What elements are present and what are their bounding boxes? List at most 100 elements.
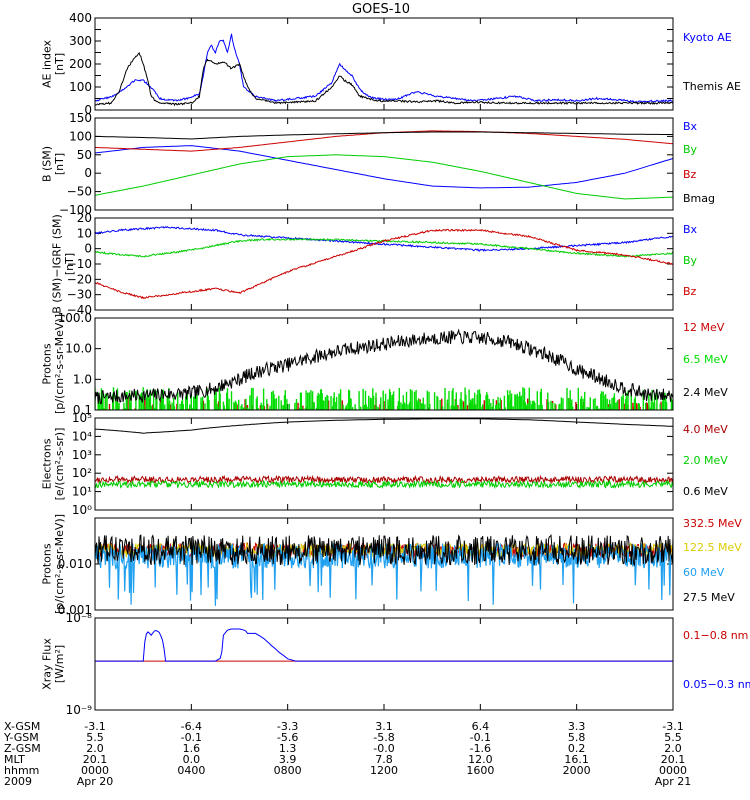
- orbit-value: 5.8: [568, 731, 586, 744]
- series-line-bx: [95, 145, 673, 189]
- orbit-value: 1.3: [279, 742, 297, 755]
- orbit-value: -0.1: [470, 731, 491, 744]
- panel-bsm: B (SM)[nT] −100 −50 0 50 100 150 Bx By Bz Bmag: [41, 111, 715, 217]
- y-tick-label: 0.1: [73, 403, 92, 417]
- orbit-value: 12.0: [468, 753, 493, 766]
- orbit-value: 2000: [563, 764, 591, 777]
- series-line-4-0-mev: [95, 474, 673, 485]
- orbit-value: 1200: [370, 764, 398, 777]
- legend-2-0-mev: 2.0 MeV: [683, 454, 728, 467]
- series-line-by: [95, 237, 673, 258]
- orbit-row-label: 2009: [4, 775, 32, 788]
- y-axis-label: AE index[nT]: [41, 39, 66, 88]
- orbit-value: 0400: [177, 764, 205, 777]
- y-tick-label: 100.0: [58, 311, 92, 325]
- orbit-value: 5.5: [664, 731, 682, 744]
- y-tick-label: 400: [69, 11, 92, 25]
- y-tick-label: 10³: [72, 448, 92, 462]
- series-line-themis-ae: [95, 51, 673, 107]
- y-tick-label: 10.0: [65, 342, 92, 356]
- y-tick-label: 10²: [72, 466, 92, 480]
- orbit-value: 1.6: [183, 742, 201, 755]
- legend-6-5-mev: 6.5 MeV: [683, 353, 728, 366]
- orbit-value: 5.5: [86, 731, 104, 744]
- orbit-value: 2.0: [86, 742, 104, 755]
- series-spikes-6-5-mev: [95, 387, 673, 410]
- legend-bx: Bx: [683, 223, 698, 236]
- orbit-value: -5.8: [373, 731, 394, 744]
- series-group: [95, 226, 673, 300]
- series-group: [95, 533, 673, 606]
- y-tick-label: 10⁵: [72, 411, 92, 425]
- orbit-value: 2.0: [664, 742, 682, 755]
- orbit-value: 3.9: [279, 753, 297, 766]
- y-tick-label: 200: [69, 57, 92, 71]
- chart-title: GOES-10: [352, 2, 410, 17]
- orbit-row-label: Y-GSM: [3, 731, 39, 744]
- y-tick-label: 0: [84, 103, 92, 117]
- legend-themis-ae: Themis AE: [682, 80, 741, 93]
- y-tick-label: −40: [67, 303, 92, 317]
- y-tick-label: 150: [69, 111, 92, 125]
- legend-bz: Bz: [683, 168, 697, 181]
- y-tick-label: 0.010: [58, 557, 92, 571]
- orbit-value: -1.6: [470, 742, 491, 755]
- series-line-by: [95, 154, 673, 200]
- orbit-value: 1600: [466, 764, 494, 777]
- orbit-value: 6.4: [472, 720, 490, 733]
- legend-0-1-0-8-nm: 0.1−0.8 nm: [683, 629, 748, 642]
- orbit-value: Apr 21: [655, 775, 692, 788]
- y-tick-label: 10¹: [72, 485, 92, 499]
- y-tick-label: 10⁻⁸: [66, 611, 93, 625]
- series-line-0-6-mev: [95, 418, 673, 434]
- orbit-value: 3.3: [568, 720, 586, 733]
- orbit-value: 20.1: [661, 753, 686, 766]
- y-axis-label: B (SM)−IGRF (SM)[nT]: [51, 214, 76, 314]
- legend-60-mev: 60 MeV: [683, 566, 725, 579]
- legend-4-0-mev: 4.0 MeV: [683, 423, 728, 436]
- y-tick-label: −50: [67, 185, 92, 199]
- orbit-value: 0000: [81, 764, 109, 777]
- series-line-kyoto-ae: [95, 33, 673, 104]
- legend-12-mev: 12 MeV: [683, 321, 725, 334]
- orbit-value: 0000: [659, 764, 687, 777]
- series-line-2-4-mev: [95, 328, 673, 405]
- plot-frame: [94, 217, 674, 311]
- y-axis-label: Electrons[e/(cm²-s-sr)]: [41, 428, 66, 501]
- series-line-bx: [95, 226, 673, 252]
- series-line-bz: [95, 228, 673, 300]
- y-tick-label: −30: [67, 288, 92, 302]
- legend-kyoto-ae: Kyoto AE: [683, 31, 732, 44]
- orbit-value: 7.8: [375, 753, 393, 766]
- orbit-value: -3.1: [662, 720, 683, 733]
- series-group: [95, 33, 673, 107]
- orbit-row-label: Z-GSM: [4, 742, 41, 755]
- y-tick-label: 10⁻⁹: [66, 703, 93, 717]
- orbit-value: -0.0: [373, 742, 394, 755]
- series-line-27-5-mev: [95, 533, 673, 567]
- orbit-value: -3.1: [84, 720, 105, 733]
- y-tick-label: 100: [69, 80, 92, 94]
- y-tick-label: 10: [77, 226, 92, 240]
- legend-0-6-mev: 0.6 MeV: [683, 485, 728, 498]
- series-group: [95, 130, 673, 200]
- y-axis-label: Protons[p/(cm²-s-sr-MeV)]: [41, 314, 66, 414]
- orbit-value: 16.1: [564, 753, 589, 766]
- y-tick-label: 0: [84, 166, 92, 180]
- orbit-row-label: hhmm: [4, 764, 39, 777]
- y-tick-label: −100: [59, 203, 92, 217]
- legend-2-4-mev: 2.4 MeV: [683, 386, 728, 399]
- plot-frame: [94, 617, 674, 711]
- panel-protons1: Protons[p/(cm²-s-sr-MeV)] 0.1 1.0 10.0 100.0…: [41, 311, 729, 417]
- orbit-row-label: X-GSM: [4, 720, 40, 733]
- y-tick-label: −20: [67, 272, 92, 286]
- y-tick-label: 0: [84, 242, 92, 256]
- orbit-value: -3.3: [277, 720, 298, 733]
- y-tick-label: 10⁴: [72, 429, 92, 443]
- orbit-row-label: MLT: [4, 753, 25, 766]
- y-tick-label: 100: [69, 129, 92, 143]
- orbit-value: -5.6: [277, 731, 298, 744]
